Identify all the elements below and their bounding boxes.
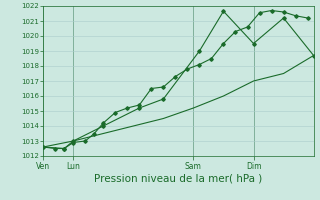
X-axis label: Pression niveau de la mer( hPa ): Pression niveau de la mer( hPa ) xyxy=(94,173,262,183)
